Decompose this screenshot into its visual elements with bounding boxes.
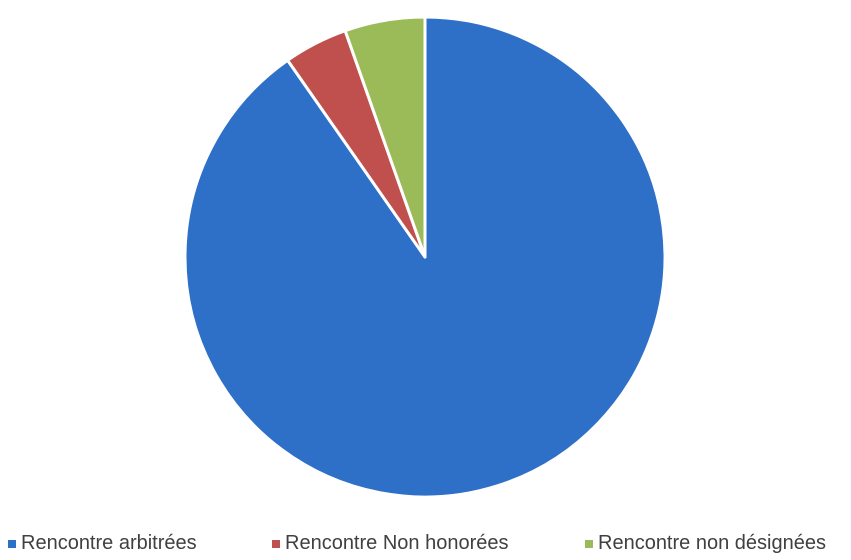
legend-item-non-honorees: Rencontre Non honorées (272, 532, 508, 555)
legend-label-non-designees: Rencontre non désignées (598, 532, 826, 554)
legend-item-arbitrees: Rencontre arbitrées (8, 532, 197, 555)
chart-legend: Rencontre arbitrées Rencontre Non honoré… (0, 528, 851, 560)
legend-swatch-arbitrees (8, 539, 16, 548)
legend-label-arbitrees: Rencontre arbitrées (21, 532, 197, 554)
legend-label-non-honorees: Rencontre Non honorées (285, 532, 509, 554)
legend-item-non-designees: Rencontre non désignées (585, 532, 826, 555)
pie-slice-non-designees (343, 15, 427, 259)
pie-chart (183, 15, 667, 499)
legend-swatch-non-honorees (272, 539, 280, 548)
legend-swatch-non-designees (585, 539, 593, 548)
